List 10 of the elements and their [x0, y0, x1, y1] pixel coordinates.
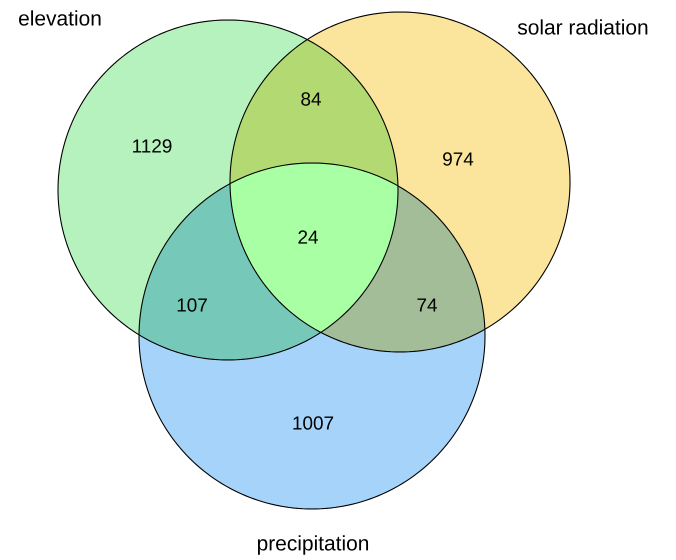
- data-label: 1129: [133, 139, 172, 153]
- text: 24: [298, 230, 318, 244]
- data-label: 1007: [293, 416, 334, 430]
- text: 84: [301, 92, 321, 106]
- category-label: elevation: [19, 10, 101, 26]
- text: 107: [178, 298, 207, 312]
- data-label: 974: [443, 152, 474, 166]
- category-label: solar radiation: [518, 19, 648, 35]
- text: 74: [417, 298, 437, 312]
- category-label: precipitation: [258, 535, 368, 555]
